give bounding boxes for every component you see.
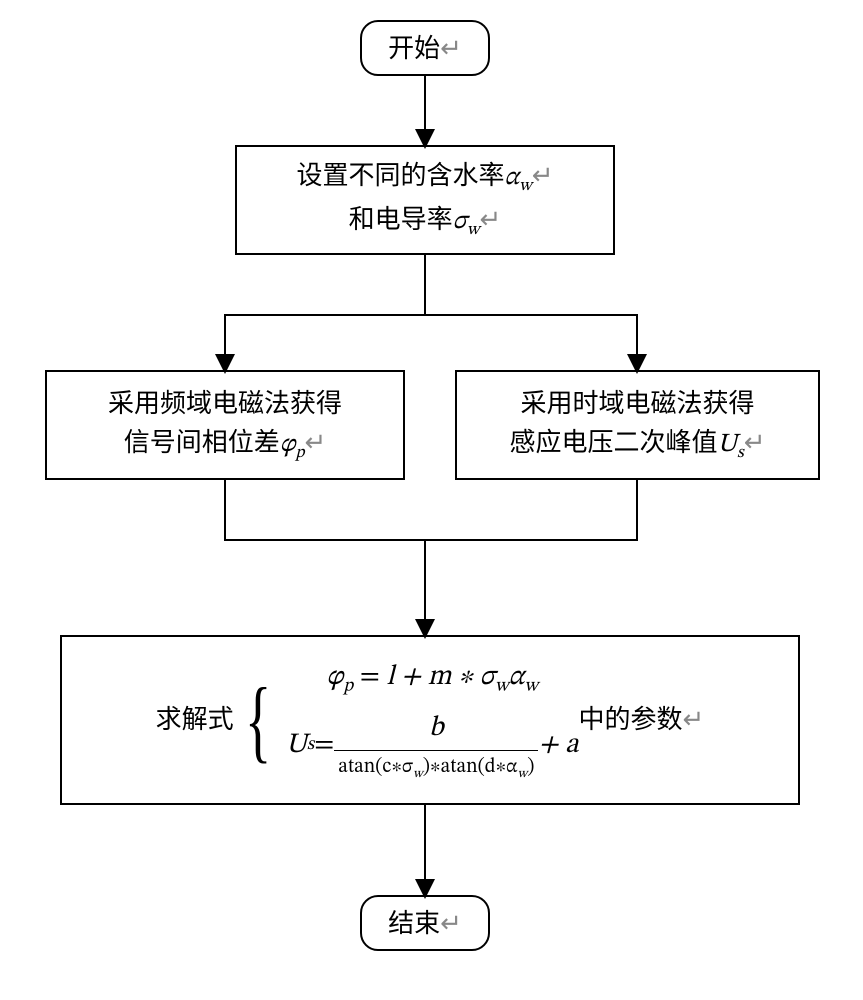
- return-mark-icon: ↵: [440, 904, 462, 943]
- time-line1: 采用时域电磁法获得: [520, 389, 754, 418]
- return-mark-icon: ↵: [532, 160, 554, 190]
- return-mark-icon: ↵: [304, 427, 326, 457]
- time-domain-node: 采用时域电磁法获得 感应电压二次峰值Us↵: [455, 370, 820, 480]
- return-mark-icon: ↵: [683, 700, 705, 739]
- alpha-w-symbol: αw: [504, 165, 531, 191]
- brace-icon: {: [244, 674, 271, 766]
- set-params-line2-text: 和电导率: [349, 205, 453, 234]
- freq-line1: 采用频域电磁法获得: [108, 389, 342, 418]
- time-domain-text: 采用时域电磁法获得 感应电压二次峰值Us↵: [509, 384, 765, 467]
- solve-node: 求解式 { φp = l + m ∗ σwαw Us = b atan(c∗σw…: [60, 635, 800, 805]
- return-mark-icon: ↵: [744, 427, 766, 457]
- start-label: 开始: [388, 29, 440, 68]
- equation-stack: φp = l + m ∗ σwαw Us = b atan(c∗σw)∗atan…: [286, 656, 579, 784]
- sigma-w-symbol: σw: [453, 209, 480, 235]
- start-node: 开始↵: [360, 20, 490, 76]
- phi-p-symbol: φp: [280, 432, 305, 458]
- set-params-line1-text: 设置不同的含水率: [296, 161, 504, 190]
- equation-2: Us = b atan(c∗σw)∗atan(d∗αw) + a: [286, 707, 579, 785]
- end-node: 结束↵: [360, 895, 490, 951]
- fraction-numerator: b: [425, 707, 448, 749]
- return-mark-icon: ↵: [440, 29, 462, 68]
- freq-line2-pre: 信号间相位差: [124, 428, 280, 457]
- freq-domain-text: 采用频域电磁法获得 信号间相位差φp↵: [108, 384, 342, 467]
- fraction-denominator: atan(c∗σw)∗atan(d∗αw): [334, 752, 538, 785]
- end-label: 结束: [388, 904, 440, 943]
- time-line2-pre: 感应电压二次峰值: [509, 428, 717, 457]
- freq-domain-node: 采用频域电磁法获得 信号间相位差φp↵: [45, 370, 405, 480]
- u-s-symbol: Us: [717, 432, 743, 458]
- solve-suffix: 中的参数: [579, 700, 683, 739]
- solve-prefix: 求解式: [156, 700, 234, 739]
- return-mark-icon: ↵: [480, 204, 502, 234]
- set-params-node: 设置不同的含水率αw↵ 和电导率σw↵: [235, 145, 615, 255]
- fraction: b atan(c∗σw)∗atan(d∗αw): [334, 707, 538, 785]
- solve-content: 求解式 { φp = l + m ∗ σwαw Us = b atan(c∗σw…: [62, 656, 798, 784]
- equation-1: φp = l + m ∗ σwαw: [326, 656, 538, 701]
- set-params-text: 设置不同的含水率αw↵ 和电导率σw↵: [296, 156, 553, 243]
